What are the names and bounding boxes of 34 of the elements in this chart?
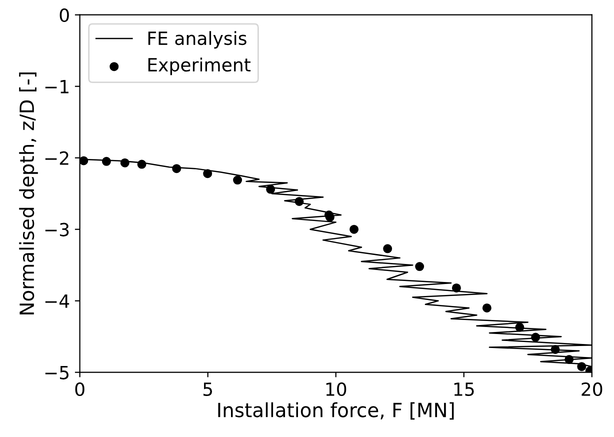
x-tick-label: 20 xyxy=(582,382,602,396)
y-tick-label: −1 xyxy=(45,80,68,94)
x-axis-title: Installation force, F [MN] xyxy=(218,402,454,420)
point xyxy=(120,158,130,168)
y-tick-label: −2 xyxy=(45,151,68,165)
x-tick-label: 10 xyxy=(326,382,346,396)
legend-label: Experiment xyxy=(148,58,251,76)
y-axis-title: Normalised depth, z/D [-] xyxy=(19,72,38,314)
point xyxy=(266,184,276,194)
y-tick-label: −3 xyxy=(45,222,69,236)
point xyxy=(172,164,182,174)
point xyxy=(102,156,111,166)
point xyxy=(564,354,574,364)
point xyxy=(203,169,212,178)
point xyxy=(531,332,540,342)
point xyxy=(577,362,586,372)
x-tick-label: 5 xyxy=(203,382,212,396)
point xyxy=(383,244,392,254)
y-tick-label: −5 xyxy=(45,366,69,380)
x-tick-label: 0 xyxy=(75,382,84,396)
point xyxy=(415,262,424,272)
point xyxy=(482,303,492,312)
point xyxy=(452,283,461,292)
point xyxy=(137,160,146,169)
point xyxy=(233,176,242,185)
point xyxy=(294,196,304,206)
point xyxy=(350,224,359,234)
point xyxy=(515,322,524,332)
x-tick-label: 15 xyxy=(454,382,474,396)
y-tick-label: −4 xyxy=(45,294,70,308)
point xyxy=(550,344,560,354)
y-tick-label: 0 xyxy=(60,8,69,22)
point xyxy=(80,156,88,166)
legend-label: FE analysis xyxy=(148,31,246,49)
